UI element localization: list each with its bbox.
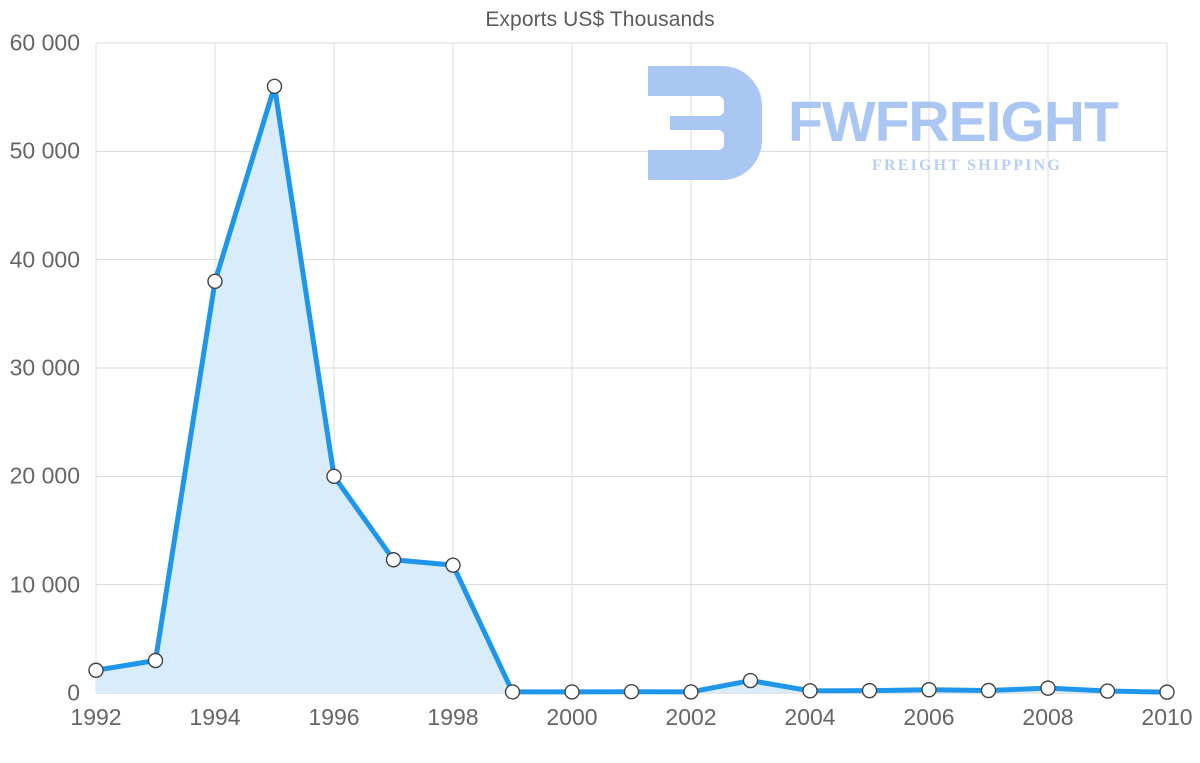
data-point-marker (445, 557, 461, 573)
data-point-marker (504, 684, 521, 700)
x-axis-tick-label: 2006 (903, 704, 955, 730)
x-axis-tick-label: 1998 (427, 704, 479, 730)
x-axis-tick-label: 2000 (546, 704, 598, 730)
data-point-marker (802, 683, 818, 699)
y-axis-tick-label: 0 (67, 679, 80, 706)
x-axis-tick-label: 2010 (1141, 704, 1193, 730)
y-axis-tick-label: 30 000 (9, 354, 80, 381)
data-point-marker (1159, 684, 1175, 700)
data-point-marker (147, 652, 164, 669)
y-axis-tick-label: 60 000 (9, 29, 80, 56)
y-axis-tick-label: 40 000 (9, 246, 80, 273)
y-axis-tick-label: 50 000 (9, 137, 80, 164)
x-axis-tick-label: 2008 (1022, 704, 1074, 730)
data-point-marker (921, 682, 937, 698)
y-axis-tick-labels: 0 10 000 20 000 30 000 40 000 50 000 60 000 (0, 0, 80, 763)
data-point-marker (385, 552, 402, 568)
data-point-marker (683, 684, 699, 700)
data-point-marker (623, 684, 640, 700)
chart-title: Exports US$ Thousands (485, 8, 715, 31)
data-point-marker (88, 662, 104, 678)
y-axis-tick-label: 10 000 (9, 571, 80, 598)
data-point-marker (266, 78, 283, 95)
area-fill (96, 86, 1167, 693)
y-axis-tick-label: 20 000 (9, 462, 80, 489)
data-point-marker (1099, 683, 1116, 699)
data-point-marker (742, 672, 759, 689)
x-axis-tick-label: 1996 (308, 704, 360, 730)
x-axis-tick-label: 2004 (784, 704, 836, 730)
data-point-marker (564, 684, 580, 700)
data-point-marker (207, 273, 223, 290)
data-point-marker (326, 468, 342, 485)
x-axis-tick-label: 1994 (189, 704, 241, 730)
data-point-marker (980, 682, 997, 699)
data-point-marker (1040, 680, 1056, 696)
x-axis-tick-label: 1992 (70, 704, 122, 730)
data-point-markers (88, 78, 1175, 700)
data-point-marker (861, 682, 878, 699)
x-axis-tick-label: 2002 (665, 704, 717, 730)
